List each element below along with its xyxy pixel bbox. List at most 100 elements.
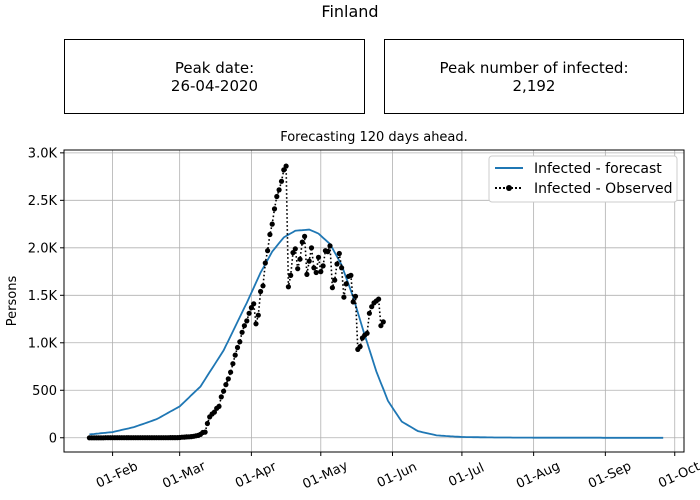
observed-point bbox=[221, 388, 227, 394]
observed-point bbox=[271, 206, 278, 212]
observed-point bbox=[269, 221, 275, 227]
observed-point bbox=[334, 261, 340, 267]
y-tick-label: 2.0K bbox=[28, 241, 58, 256]
observed-point bbox=[299, 239, 305, 245]
observed-point bbox=[339, 265, 345, 271]
observed-point bbox=[336, 250, 342, 257]
observed-point bbox=[278, 178, 285, 184]
observed-point bbox=[332, 277, 338, 283]
observed-point bbox=[341, 294, 347, 300]
observed-point bbox=[202, 429, 208, 435]
y-tick-label: 2.5K bbox=[28, 194, 58, 209]
y-tick-label: 500 bbox=[32, 384, 57, 399]
observed-point bbox=[313, 269, 319, 276]
observed-point bbox=[325, 249, 331, 255]
y-tick-label: 3.0K bbox=[28, 146, 58, 161]
legend-observed-marker bbox=[506, 185, 512, 191]
observed-point bbox=[285, 284, 291, 290]
observed-point bbox=[376, 296, 382, 302]
plot-frame bbox=[63, 149, 685, 453]
observed-point bbox=[237, 339, 243, 345]
observed-point bbox=[225, 376, 231, 382]
observed-point bbox=[343, 281, 349, 287]
observed-point bbox=[292, 246, 298, 252]
observed-point bbox=[380, 319, 386, 325]
y-tick-label: 1.0K bbox=[28, 336, 58, 351]
observed-point bbox=[262, 260, 268, 266]
observed-point bbox=[348, 272, 354, 278]
observed-point bbox=[216, 403, 222, 409]
x-tick-label: 01-Mar bbox=[160, 459, 208, 492]
observed-point bbox=[218, 394, 224, 400]
series-layer bbox=[86, 163, 664, 441]
observed-point bbox=[211, 409, 217, 415]
observed-point bbox=[306, 258, 312, 264]
peak-infected-label: Peak number of infected: bbox=[439, 58, 629, 77]
observed-point bbox=[265, 248, 271, 254]
observed-point bbox=[295, 266, 301, 272]
x-tick-label: 01-Jul bbox=[446, 461, 486, 491]
observed-point bbox=[241, 323, 247, 329]
observed-point bbox=[327, 243, 333, 249]
observed-point bbox=[320, 263, 326, 269]
y-tick-label: 1.5K bbox=[28, 289, 58, 304]
observed-point bbox=[357, 344, 363, 350]
observed-point bbox=[239, 329, 245, 335]
observed-line bbox=[89, 163, 384, 439]
forecast-line bbox=[89, 228, 664, 439]
x-tick-label: 01-May bbox=[300, 458, 350, 492]
x-tick-label: 01-Feb bbox=[94, 459, 140, 491]
x-tick-label: 01-Oct bbox=[656, 459, 700, 491]
observed-point bbox=[318, 269, 324, 275]
observed-point bbox=[248, 305, 254, 311]
observed-point bbox=[350, 299, 356, 305]
observed-point bbox=[283, 163, 289, 169]
observed-point bbox=[378, 323, 384, 329]
y-axis-label: Persons bbox=[5, 276, 20, 327]
observed-point bbox=[302, 233, 308, 239]
observed-point bbox=[258, 288, 264, 295]
legend-observed-label: Infected - Observed bbox=[534, 181, 673, 197]
observed-point bbox=[304, 271, 310, 277]
peak-infected-box: Peak number of infected: 2,192 bbox=[384, 39, 684, 114]
peak-date-value: 26-04-2020 bbox=[170, 76, 259, 95]
observed-point bbox=[290, 250, 296, 256]
observed-point bbox=[223, 382, 229, 388]
axes-title: Forecasting 120 days ahead. bbox=[280, 130, 468, 145]
observed-point bbox=[244, 318, 250, 324]
peak-infected-value: 2,192 bbox=[512, 76, 556, 95]
observed-point bbox=[352, 293, 359, 299]
observed-point bbox=[366, 310, 372, 316]
x-tick-label: 01-Sep bbox=[586, 459, 634, 492]
observed-point bbox=[232, 352, 238, 358]
x-tick-label: 01-Aug bbox=[514, 459, 562, 492]
observed-point bbox=[234, 344, 241, 351]
observed-point bbox=[228, 369, 234, 375]
figure-title: Finland bbox=[321, 2, 379, 21]
observed-point bbox=[297, 256, 303, 262]
observed-point bbox=[308, 245, 315, 251]
observed-point bbox=[251, 301, 257, 307]
observed-point bbox=[288, 272, 294, 278]
observed-point bbox=[204, 420, 210, 427]
observed-point bbox=[267, 231, 273, 238]
legend-forecast-label: Infected - forecast bbox=[534, 161, 662, 177]
observed-point bbox=[255, 312, 261, 318]
peak-date-label: Peak date: bbox=[174, 58, 255, 77]
peak-date-box: Peak date: 26-04-2020 bbox=[64, 39, 365, 114]
observed-point bbox=[276, 187, 282, 193]
legend-frame bbox=[488, 155, 678, 203]
observed-point bbox=[260, 283, 266, 289]
observed-point bbox=[329, 285, 335, 291]
x-tick-label: 01-Jun bbox=[375, 460, 420, 491]
y-tick-label: 0 bbox=[49, 431, 57, 446]
observed-point bbox=[230, 361, 236, 367]
observed-point bbox=[281, 167, 287, 173]
observed-point bbox=[274, 193, 280, 200]
observed-point bbox=[311, 265, 317, 271]
observed-point bbox=[315, 254, 322, 260]
observed-point bbox=[246, 310, 252, 316]
x-tick-label: 01-Apr bbox=[233, 459, 279, 491]
observed-point bbox=[369, 304, 375, 310]
